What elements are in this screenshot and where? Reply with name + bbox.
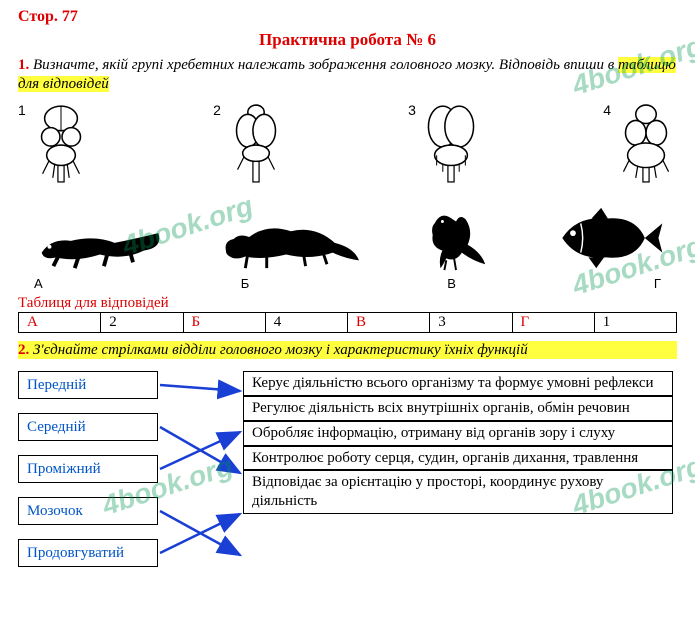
left-box-5: Продовгуватий <box>18 539 158 567</box>
left-box-1: Передній <box>18 371 158 399</box>
brain-images-row: 1 2 3 4 <box>18 102 677 190</box>
matching-area: Передній Середній Проміжний Мозочок Прод… <box>18 371 677 591</box>
brain-2: 2 <box>213 102 287 184</box>
animal-bird <box>409 204 505 272</box>
brain-svg-4 <box>615 102 677 184</box>
animals-row <box>18 194 677 272</box>
table-row: А 2 Б 4 В 3 Г 1 <box>19 312 677 332</box>
right-box-2: Регулює діяльність всіх внутрішніх орган… <box>243 396 673 421</box>
brain-svg-3 <box>420 102 482 184</box>
cell-letter-b: Б <box>183 312 265 332</box>
brain-4: 4 <box>603 102 677 184</box>
matching-arrows <box>158 371 243 591</box>
cell-letter-a: А <box>19 312 101 332</box>
right-box-5: Відповідає за орієнтацію у просторі, коо… <box>243 470 673 514</box>
task1-number: 1. <box>18 57 29 73</box>
worksheet-title: Практична робота № 6 <box>18 30 677 50</box>
animal-label-v: В <box>447 276 456 291</box>
cell-value-g: 1 <box>594 312 676 332</box>
cell-value-v: 3 <box>430 312 512 332</box>
task2-number: 2. <box>18 342 29 358</box>
task2-text: 2. З'єднайте стрілками відділи головного… <box>18 341 677 360</box>
left-box-3: Проміжний <box>18 455 158 483</box>
animal-fish <box>543 204 669 272</box>
answer-table: А 2 Б 4 В 3 Г 1 <box>18 312 677 333</box>
right-box-1: Керує діяльністю всього організму та фор… <box>243 371 673 396</box>
task1-body: Визначте, якій групі хребетних належать … <box>33 57 618 73</box>
left-box-4: Мозочок <box>18 497 158 525</box>
animal-label-a: А <box>34 276 43 291</box>
page-number: Стор. 77 <box>18 8 677 26</box>
cell-value-a: 2 <box>101 312 183 332</box>
brain-label-3: 3 <box>408 102 416 118</box>
brain-3: 3 <box>408 102 482 184</box>
brain-1: 1 <box>18 102 92 184</box>
animal-label-g: Г <box>654 276 661 291</box>
task2-body: З'єднайте стрілками відділи головного мо… <box>33 342 528 358</box>
right-column: Керує діяльністю всього організму та фор… <box>243 371 673 514</box>
brain-label-4: 4 <box>603 102 611 118</box>
animal-salamander <box>26 204 174 272</box>
cell-value-b: 4 <box>265 312 347 332</box>
brain-svg-1 <box>30 102 92 184</box>
animal-otter <box>212 204 370 272</box>
brain-label-2: 2 <box>213 102 221 118</box>
left-column: Передній Середній Проміжний Мозочок Прод… <box>18 371 158 567</box>
cell-letter-g: Г <box>512 312 594 332</box>
cell-letter-v: В <box>348 312 430 332</box>
brain-svg-2 <box>225 102 287 184</box>
animal-labels-row: А Б В Г <box>18 276 677 291</box>
left-box-2: Середній <box>18 413 158 441</box>
brain-label-1: 1 <box>18 102 26 118</box>
right-box-4: Контролює роботу серця, судин, органів д… <box>243 446 673 471</box>
right-box-3: Обробляє інформацію, отриману від органі… <box>243 421 673 446</box>
answer-table-caption: Таблиця для відповідей <box>18 295 677 312</box>
animal-label-b: Б <box>241 276 250 291</box>
task1-text: 1. Визначте, якій групі хребетних належа… <box>18 56 677 94</box>
